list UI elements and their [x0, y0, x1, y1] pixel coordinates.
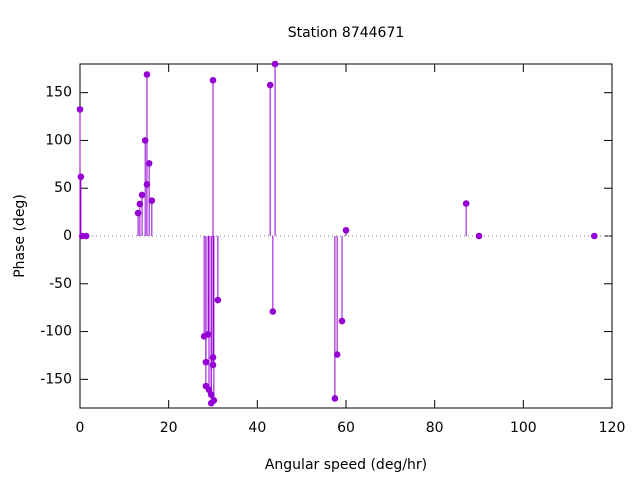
x-tick-label: 20: [160, 420, 178, 436]
point: [269, 308, 277, 315]
point: [210, 397, 218, 404]
point: [136, 200, 144, 208]
point: [462, 200, 470, 207]
point: [134, 209, 142, 217]
x-tick-label: 0: [76, 420, 85, 436]
point: [590, 232, 598, 240]
point: [209, 361, 217, 369]
point: [204, 331, 212, 338]
point: [209, 76, 217, 84]
x-tick-label: 80: [426, 420, 444, 436]
x-tick-label: 120: [599, 420, 626, 436]
point: [143, 71, 151, 78]
x-tick-label: 100: [510, 420, 537, 436]
point: [143, 181, 151, 188]
point: [271, 60, 279, 68]
point: [475, 232, 483, 240]
point: [202, 358, 210, 366]
point: [214, 296, 222, 304]
point: [148, 197, 156, 204]
y-axis-label: Phase (deg): [12, 194, 28, 278]
x-axis-label: Angular speed (deg/hr): [265, 457, 427, 473]
point: [266, 81, 274, 89]
point: [77, 173, 85, 181]
point: [76, 106, 84, 113]
x-tick-label: 40: [248, 420, 266, 436]
point: [145, 160, 153, 167]
x-tick-label: 60: [337, 420, 355, 436]
y-tick-label: 150: [45, 85, 72, 101]
point: [82, 232, 90, 240]
point: [331, 395, 339, 402]
point: [138, 191, 146, 199]
y-tick-label: -150: [40, 371, 72, 387]
y-tick-label: 0: [63, 228, 72, 244]
point: [141, 137, 149, 144]
y-tick-label: -100: [40, 324, 72, 340]
point: [333, 351, 341, 358]
y-tick-label: 100: [45, 132, 72, 148]
point: [338, 317, 346, 325]
chart-title: Station 8744671: [288, 25, 405, 41]
y-tick-label: 50: [54, 180, 72, 196]
y-tick-label: -50: [49, 276, 72, 292]
point: [342, 226, 350, 234]
